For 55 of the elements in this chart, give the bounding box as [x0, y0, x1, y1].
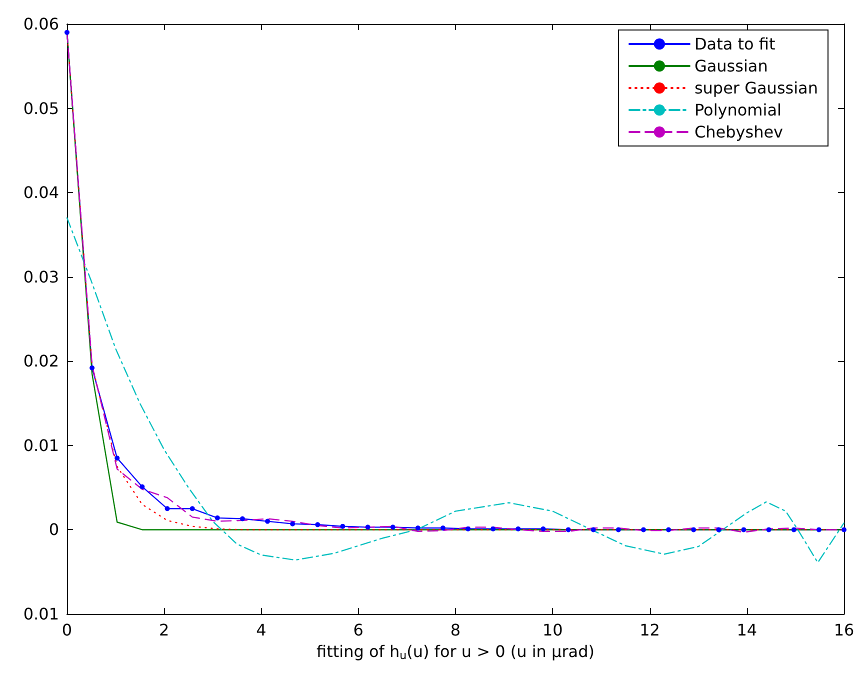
x-tick-label: 2 — [159, 620, 170, 640]
x-tick-label: 8 — [450, 620, 461, 640]
point — [140, 484, 145, 490]
point — [691, 527, 696, 532]
point — [516, 526, 521, 532]
point — [666, 527, 672, 532]
point — [290, 521, 296, 526]
point — [842, 527, 846, 532]
point — [466, 526, 471, 532]
x-tick-label: 10 — [542, 620, 563, 640]
point — [566, 527, 571, 532]
point — [741, 527, 746, 532]
point — [640, 527, 646, 532]
point — [90, 365, 95, 370]
legend-label: Chebyshev — [694, 122, 784, 142]
point — [365, 524, 370, 530]
point — [265, 518, 270, 524]
legend-label: super Gaussian — [694, 78, 818, 98]
x-tick-label: 0 — [62, 620, 72, 640]
y-tick-label: 0.05 — [23, 98, 59, 118]
point — [415, 526, 420, 531]
x-tick-label: 16 — [834, 620, 854, 640]
point — [64, 30, 70, 35]
y-tick-label: 0 — [48, 520, 59, 540]
x-tick-label: 12 — [640, 620, 660, 640]
x-tick-label: 4 — [256, 620, 266, 640]
point — [716, 527, 722, 532]
y-tick-label: 0.04 — [23, 183, 59, 202]
line-series — [66, 217, 845, 564]
point — [164, 506, 170, 512]
point — [816, 527, 822, 532]
x-tick-label: 14 — [736, 620, 758, 640]
point — [114, 456, 120, 461]
y-tick-label: 0.02 — [23, 352, 59, 371]
point — [540, 526, 546, 532]
point — [791, 527, 796, 532]
point — [190, 506, 195, 512]
legend-label: Gaussian — [694, 56, 768, 76]
point — [340, 524, 346, 529]
y-tick-label: 0.06 — [23, 14, 59, 34]
point — [616, 527, 621, 532]
legend-label: Data to fit — [694, 34, 776, 54]
point — [214, 515, 220, 520]
y-tick-label: 0.01 — [23, 436, 59, 455]
point — [390, 524, 396, 530]
y-tick-label: 0.03 — [23, 267, 59, 286]
point — [766, 527, 772, 532]
legend-label: Polynomial — [694, 100, 782, 120]
point — [590, 527, 596, 532]
point — [315, 522, 320, 528]
point — [240, 516, 245, 522]
point — [440, 526, 446, 531]
x-tick-label: 6 — [353, 620, 364, 640]
point — [490, 526, 496, 532]
y-tick-label: 0.01 — [23, 604, 59, 624]
